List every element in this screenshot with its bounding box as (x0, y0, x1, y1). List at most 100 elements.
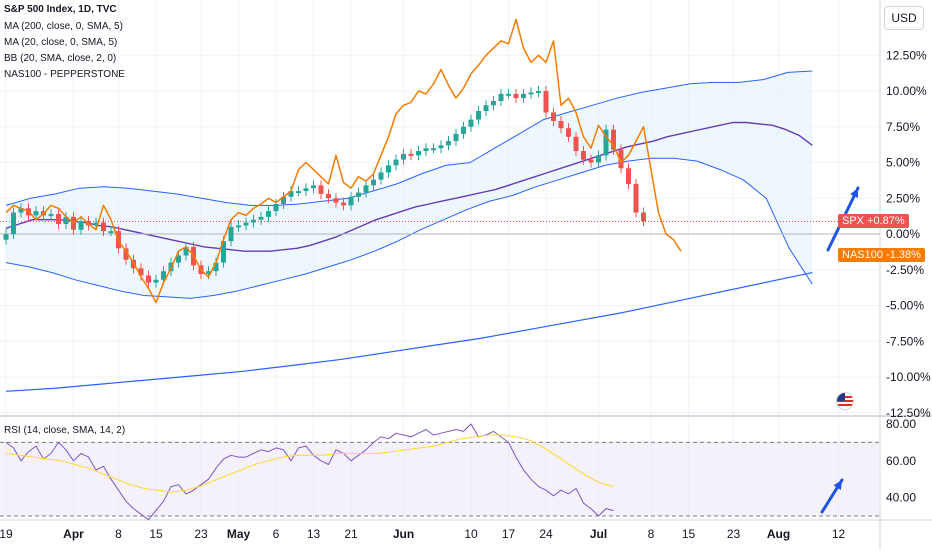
ma200-line (5, 272, 813, 392)
spx-candle (588, 159, 594, 163)
spx-candle (266, 211, 271, 217)
spx-candle (341, 202, 346, 206)
time-axis-label: 15 (149, 527, 163, 541)
spx-candle (206, 271, 211, 275)
spx-candle (236, 225, 241, 228)
spx-candle (288, 191, 294, 197)
spx-candle (33, 211, 39, 216)
spx-candle (18, 208, 24, 213)
time-axis-label: 15 (682, 527, 696, 541)
spx-candle (11, 212, 16, 234)
price-axis-label: -10.00% (886, 370, 931, 384)
spx-candle (393, 159, 399, 166)
legend-study-nas100[interactable]: NAS100 - PEPPERSTONE (4, 69, 125, 80)
spx-candle (506, 93, 511, 96)
spx-tag-symbol: SPX (842, 215, 865, 227)
spx-candle (311, 185, 316, 189)
spx-candle (78, 221, 84, 230)
rsi-legend[interactable]: RSI (14, close, SMA, 14, 2) (4, 425, 126, 436)
legend-study-ma20[interactable]: MA (20, close, 0, SMA, 5) (4, 37, 118, 48)
spx-candle (56, 213, 61, 224)
spx-candle (618, 149, 624, 169)
spx-candle (363, 185, 369, 193)
spx-candle (446, 141, 451, 146)
spx-candle (281, 196, 286, 204)
bollinger-upper-line (5, 70, 813, 206)
spx-candle (153, 279, 159, 283)
spx-candle (108, 231, 114, 234)
spx-price-tag: SPX +0.87% (838, 214, 909, 228)
spx-candle (521, 93, 526, 99)
spx-candle (476, 111, 481, 120)
time-axis-label: 24 (539, 527, 553, 541)
price-axis-label: -12.50% (886, 406, 931, 420)
spx-candle (101, 222, 106, 232)
time-axis-label: 19 (0, 527, 13, 541)
spx-candle (326, 193, 331, 199)
us-flag-icon[interactable] (836, 392, 854, 410)
nas100-tag-symbol: NAS100 (842, 249, 883, 261)
time-axis-label: Jun (393, 527, 414, 541)
spx-candle (431, 148, 436, 151)
spx-candle (453, 133, 459, 142)
spx-candle (63, 216, 69, 224)
rsi-axis-label: 40.00 (886, 491, 916, 505)
spx-candle (213, 262, 219, 272)
spx-candle (468, 119, 474, 127)
spx-candle (611, 129, 616, 150)
spx-candle (333, 198, 339, 203)
legend-study-ma200[interactable]: MA (200, close, 0, SMA, 5) (4, 21, 123, 32)
spx-candle (303, 188, 309, 192)
legend-title: S&P 500 Index, 1D, TVC (4, 4, 117, 15)
spx-tag-value: +0.87% (867, 215, 905, 227)
bollinger-band-fill (6, 71, 813, 299)
spx-candle (348, 196, 354, 206)
time-axis-label: 6 (273, 527, 280, 541)
spx-candle (183, 246, 189, 256)
price-axis-label: 0.00% (886, 227, 920, 241)
spx-candle (641, 212, 646, 222)
price-axis-label: 12.50% (886, 48, 927, 62)
up-arrow-main-head (850, 188, 858, 198)
rsi-axis-label: 60.00 (886, 454, 916, 468)
spx-candle (551, 112, 556, 122)
spx-candle (558, 121, 564, 129)
rsi-line (5, 423, 614, 521)
spx-candle (513, 93, 519, 99)
spx-candle (48, 213, 54, 216)
spx-candle (123, 248, 129, 260)
spx-candle (251, 219, 256, 223)
spx-candle (423, 148, 429, 152)
spx-candle (603, 129, 609, 156)
spx-candle (566, 128, 571, 137)
price-axis-label: -7.50% (886, 334, 924, 348)
spx-candle (356, 192, 361, 197)
price-axis-label: 2.50% (886, 191, 920, 205)
spx-candle (161, 271, 166, 280)
time-axis-label: 12 (832, 527, 846, 541)
ma20-line (5, 121, 813, 252)
spx-candle (581, 151, 586, 160)
spx-candle (176, 255, 181, 263)
spx-candle (138, 268, 144, 276)
spx-candle (498, 93, 504, 102)
spx-candle (228, 226, 234, 242)
currency-button[interactable]: USD (884, 6, 924, 30)
spx-candle (528, 92, 534, 95)
bollinger-lower-line (5, 157, 813, 299)
spx-candle (371, 179, 376, 186)
time-axis-label: 17 (502, 527, 516, 541)
spx-candle (221, 241, 226, 263)
spx-candle (93, 222, 99, 226)
up-arrow-rsi-head (833, 480, 842, 490)
spx-candle (491, 101, 496, 106)
legend-study-bb[interactable]: BB (20, SMA, close, 2, 0) (4, 53, 117, 64)
spx-candle (401, 153, 406, 160)
rsi-ma-line (5, 434, 614, 493)
time-axis-label: May (227, 527, 251, 541)
spx-candle (573, 136, 579, 152)
spx-candle (146, 275, 151, 283)
time-axis-label: 8 (648, 527, 655, 541)
